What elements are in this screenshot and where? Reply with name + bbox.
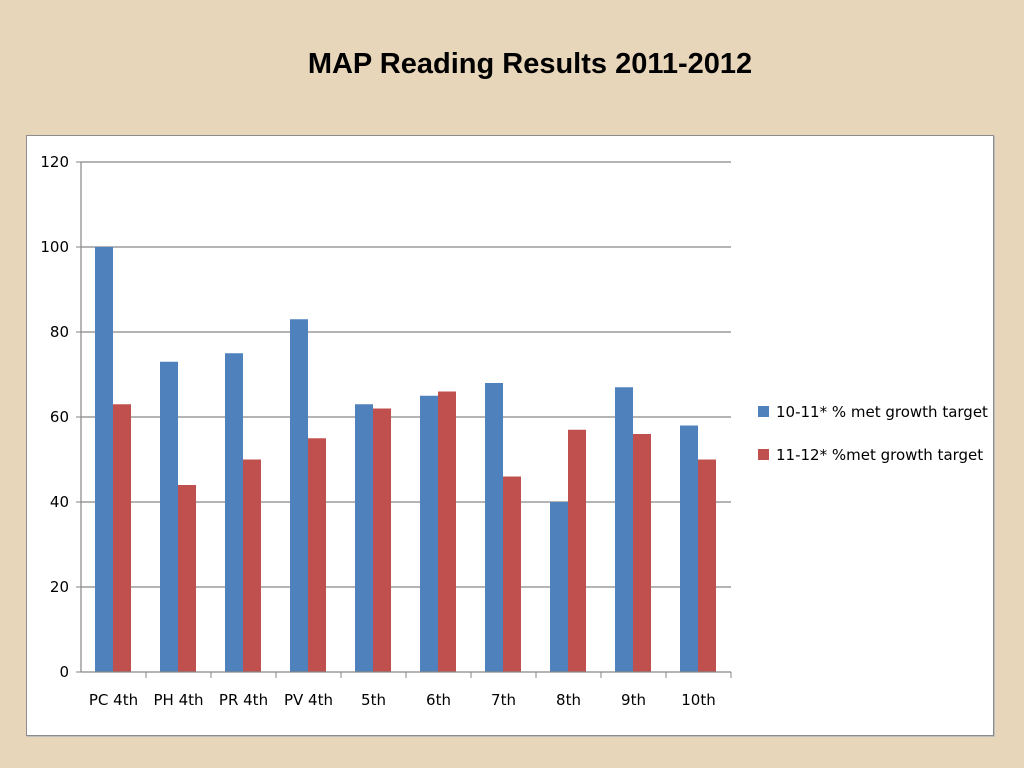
x-tick-label: PV 4th bbox=[284, 691, 333, 709]
chart-frame: 0 20 40 60 80 100 120 PC 4th PH 4th PR 4th PV 4th… bbox=[26, 135, 994, 736]
x-axis: PC 4th PH 4th PR 4th PV 4th 5th 6th 7th 8th 9th 1… bbox=[81, 671, 732, 709]
bar-series-1 bbox=[290, 319, 308, 672]
legend-swatch-2 bbox=[758, 449, 769, 460]
x-tick-label: PH 4th bbox=[153, 691, 203, 709]
bar-series-2 bbox=[633, 434, 651, 672]
bar-series-1 bbox=[680, 425, 698, 672]
bar-series-2 bbox=[698, 459, 716, 672]
bar-series-2 bbox=[113, 404, 131, 672]
bar-series-2 bbox=[568, 429, 586, 672]
x-tick-label: 9th bbox=[621, 691, 646, 709]
legend-label-2: 11-12* %met growth target bbox=[776, 446, 983, 464]
bar-series-1 bbox=[615, 387, 633, 672]
y-tick-label: 0 bbox=[59, 663, 69, 681]
y-tick-label: 120 bbox=[40, 153, 69, 171]
x-tick-label: 6th bbox=[426, 691, 451, 709]
x-tick-label: PC 4th bbox=[89, 691, 138, 709]
bar-series-1 bbox=[550, 502, 568, 672]
y-axis: 0 20 40 60 80 100 120 bbox=[40, 153, 82, 681]
bar-series-1 bbox=[95, 247, 113, 672]
bar-series-2 bbox=[438, 391, 456, 672]
bar-series-1 bbox=[160, 361, 178, 672]
bar-chart: 0 20 40 60 80 100 120 PC 4th PH 4th PR 4th PV 4th… bbox=[40, 153, 988, 709]
x-tick-label: 8th bbox=[556, 691, 581, 709]
x-tick-label: 10th bbox=[681, 691, 715, 709]
y-tick-label: 100 bbox=[40, 238, 69, 256]
y-tick-label: 60 bbox=[50, 408, 69, 426]
legend-swatch-1 bbox=[758, 406, 769, 417]
bar-series-1 bbox=[485, 383, 503, 672]
bars bbox=[95, 247, 716, 672]
x-tick-label: 5th bbox=[361, 691, 386, 709]
bar-series-1 bbox=[225, 353, 243, 672]
x-tick-label: 7th bbox=[491, 691, 516, 709]
slide-title: MAP Reading Results 2011-2012 bbox=[307, 48, 753, 80]
legend-label-1: 10-11* % met growth target bbox=[776, 403, 988, 421]
bar-series-1 bbox=[420, 395, 438, 672]
bar-series-2 bbox=[503, 476, 521, 672]
bar-series-1 bbox=[355, 404, 373, 672]
bar-series-2 bbox=[178, 485, 196, 672]
bar-series-2 bbox=[308, 438, 326, 672]
x-tick-label: PR 4th bbox=[219, 691, 268, 709]
y-tick-label: 40 bbox=[50, 493, 69, 511]
y-tick-label: 20 bbox=[50, 578, 69, 596]
bar-series-2 bbox=[243, 459, 261, 672]
legend: 10-11* % met growth target 11-12* %met gr… bbox=[758, 403, 988, 464]
bar-series-2 bbox=[373, 408, 391, 672]
y-tick-label: 80 bbox=[50, 323, 69, 341]
